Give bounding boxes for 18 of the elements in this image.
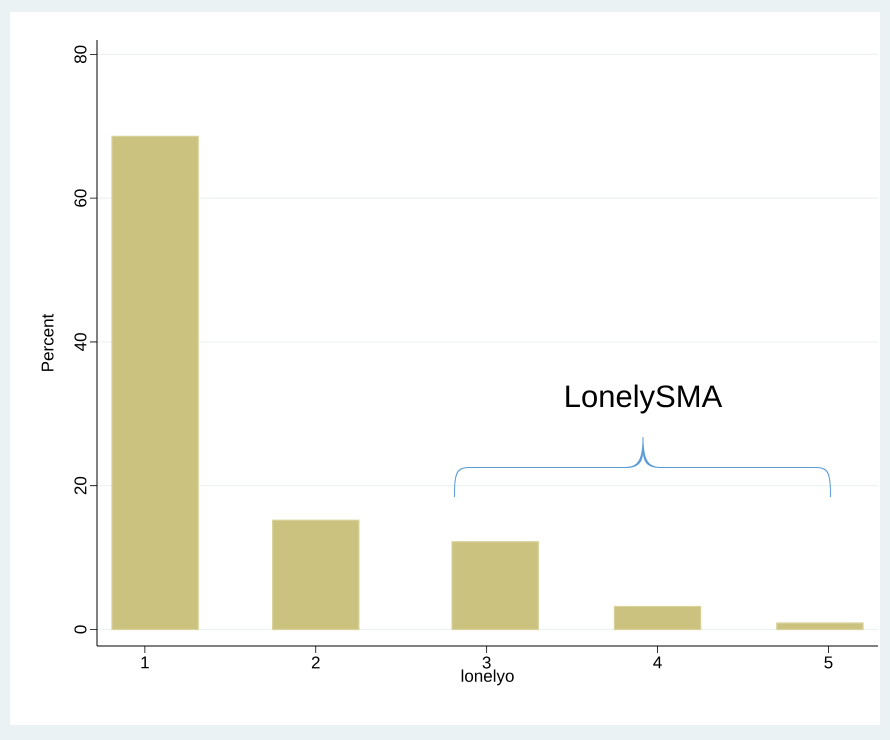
bar <box>451 541 539 630</box>
y-axis-title: Percent <box>42 314 54 371</box>
x-tick-label: 4 <box>653 656 662 668</box>
x-tick-label: 5 <box>824 656 832 668</box>
x-tick-label: 1 <box>141 656 149 668</box>
bar <box>111 136 199 630</box>
y-tick-label: 0 <box>74 625 86 634</box>
y-tick-label: 40 <box>74 333 86 351</box>
y-tick-label: 20 <box>74 476 86 494</box>
bar <box>272 520 360 630</box>
y-tick-label: 60 <box>74 189 86 207</box>
x-axis-title: lonelyo <box>462 669 514 686</box>
bar <box>776 622 864 630</box>
x-tick-label: 2 <box>312 656 320 668</box>
y-tick-label: 80 <box>74 46 86 64</box>
annotation: LonelySMA <box>566 384 722 414</box>
bar <box>614 606 702 630</box>
x-tick-label: 3 <box>482 656 491 669</box>
